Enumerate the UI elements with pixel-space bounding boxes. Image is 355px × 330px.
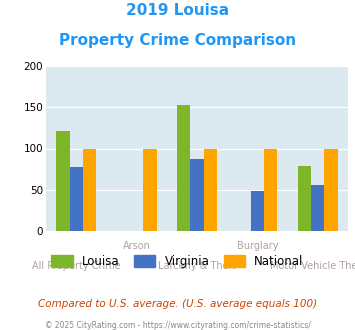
Bar (311, 185, 324, 231)
Bar (264, 148, 277, 231)
Bar (298, 166, 311, 231)
Bar (204, 148, 217, 231)
Bar (190, 159, 204, 231)
Bar (251, 190, 264, 231)
Legend: Louisa, Virginia, National: Louisa, Virginia, National (47, 250, 308, 273)
Bar (70, 167, 83, 231)
Text: Compared to U.S. average. (U.S. average equals 100): Compared to U.S. average. (U.S. average … (38, 299, 317, 309)
Text: Property Crime Comparison: Property Crime Comparison (59, 33, 296, 48)
Bar (56, 131, 70, 231)
Text: Larceny & Theft: Larceny & Theft (158, 261, 236, 271)
Bar (177, 105, 190, 231)
Text: 2019 Louisa: 2019 Louisa (126, 3, 229, 18)
Text: All Property Crime: All Property Crime (32, 261, 121, 271)
Text: Arson: Arson (123, 241, 151, 251)
Bar (83, 148, 96, 231)
Text: Motor Vehicle Theft: Motor Vehicle Theft (271, 261, 355, 271)
Text: © 2025 CityRating.com - https://www.cityrating.com/crime-statistics/: © 2025 CityRating.com - https://www.city… (45, 321, 310, 330)
Bar (143, 148, 157, 231)
Text: Burglary: Burglary (237, 241, 278, 251)
Bar (324, 148, 338, 231)
